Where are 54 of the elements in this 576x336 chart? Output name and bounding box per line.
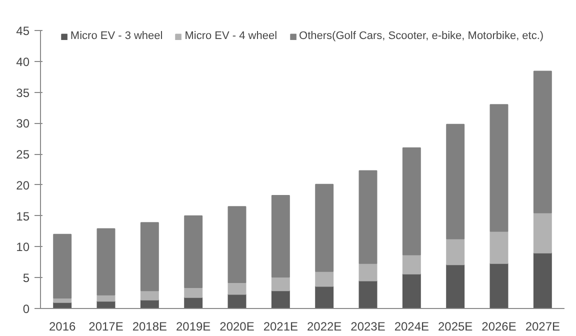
bar xyxy=(446,238,465,266)
y-tick-label: 0 xyxy=(22,302,30,316)
y-tick-label: 40 xyxy=(16,54,30,69)
x-tick-label: 2026E xyxy=(482,320,516,334)
y-tick-label: 20 xyxy=(16,178,30,192)
x-tick-label: 2023E xyxy=(350,320,386,334)
y-tick-label: 45 xyxy=(16,24,30,38)
bar xyxy=(402,254,421,274)
bar xyxy=(96,228,116,296)
x-tick-label: 2019E xyxy=(176,320,211,334)
x-tick-label: 2022E xyxy=(306,320,342,334)
bar xyxy=(315,184,334,272)
legend-label: Others(Golf Cars, Scooter, e-bike, Motorbike, etc.) xyxy=(299,30,544,42)
bar xyxy=(490,262,508,308)
x-tick-label: 2025E xyxy=(438,320,473,334)
bar xyxy=(533,212,552,254)
bar xyxy=(358,280,378,308)
y-tick-label: 25 xyxy=(16,148,30,162)
bar xyxy=(228,282,246,295)
bar xyxy=(402,147,421,256)
bar xyxy=(53,234,72,298)
bar xyxy=(315,286,334,308)
bar xyxy=(315,270,334,287)
bar xyxy=(228,206,246,284)
bar xyxy=(490,230,508,264)
bar xyxy=(184,215,203,288)
bar xyxy=(533,252,552,308)
y-tick-label: 30 xyxy=(16,116,30,131)
bar xyxy=(446,264,465,308)
bar xyxy=(533,70,552,214)
bar xyxy=(271,194,290,278)
x-tick-label: 2018E xyxy=(132,320,168,334)
bar xyxy=(446,124,465,240)
x-tick-label: 2017E xyxy=(88,320,124,334)
y-tick-label: 35 xyxy=(16,86,30,100)
y-tick-label: 15 xyxy=(16,209,30,224)
bar xyxy=(140,222,159,292)
y-tick-label: 5 xyxy=(22,271,30,286)
bar xyxy=(140,290,159,300)
bar xyxy=(271,290,290,308)
x-tick-label: 2020E xyxy=(220,320,254,334)
x-tick-label: 2021E xyxy=(263,320,298,334)
legend-label: Micro EV - 3 wheel xyxy=(70,30,163,42)
bar xyxy=(184,286,203,298)
y-tick-label: 10 xyxy=(16,240,30,254)
bar xyxy=(490,104,508,232)
bar xyxy=(358,262,378,282)
legend-label: Micro EV - 4 wheel xyxy=(184,30,278,42)
bar xyxy=(358,170,378,264)
x-tick-label: 2027E xyxy=(525,320,560,334)
bar xyxy=(402,273,421,308)
x-tick-label: 2016 xyxy=(48,320,76,334)
x-tick-label: 2024E xyxy=(394,320,430,334)
bar xyxy=(271,276,290,292)
